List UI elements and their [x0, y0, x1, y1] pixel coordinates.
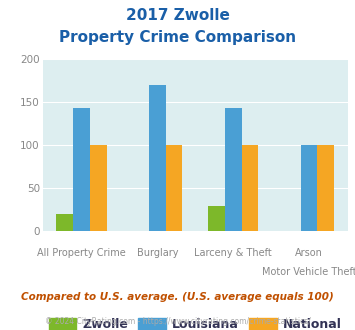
Legend: Zwolle, Louisiana, National: Zwolle, Louisiana, National: [44, 313, 347, 330]
Bar: [241, 145, 258, 231]
Text: Arson: Arson: [295, 248, 323, 258]
Bar: [90, 145, 106, 231]
Bar: [56, 214, 73, 231]
Bar: [208, 206, 225, 231]
Bar: [166, 145, 182, 231]
Bar: [301, 145, 317, 231]
Bar: [317, 145, 334, 231]
Bar: [225, 108, 241, 231]
Bar: [149, 85, 166, 231]
Bar: [73, 108, 90, 231]
Text: Motor Vehicle Theft: Motor Vehicle Theft: [262, 267, 355, 277]
Text: All Property Crime: All Property Crime: [37, 248, 126, 258]
Text: © 2024 CityRating.com - https://www.cityrating.com/crime-statistics/: © 2024 CityRating.com - https://www.city…: [45, 317, 310, 326]
Text: Larceny & Theft: Larceny & Theft: [194, 248, 272, 258]
Text: Burglary: Burglary: [137, 248, 178, 258]
Text: Compared to U.S. average. (U.S. average equals 100): Compared to U.S. average. (U.S. average …: [21, 292, 334, 302]
Text: 2017 Zwolle: 2017 Zwolle: [126, 8, 229, 23]
Text: Property Crime Comparison: Property Crime Comparison: [59, 30, 296, 45]
